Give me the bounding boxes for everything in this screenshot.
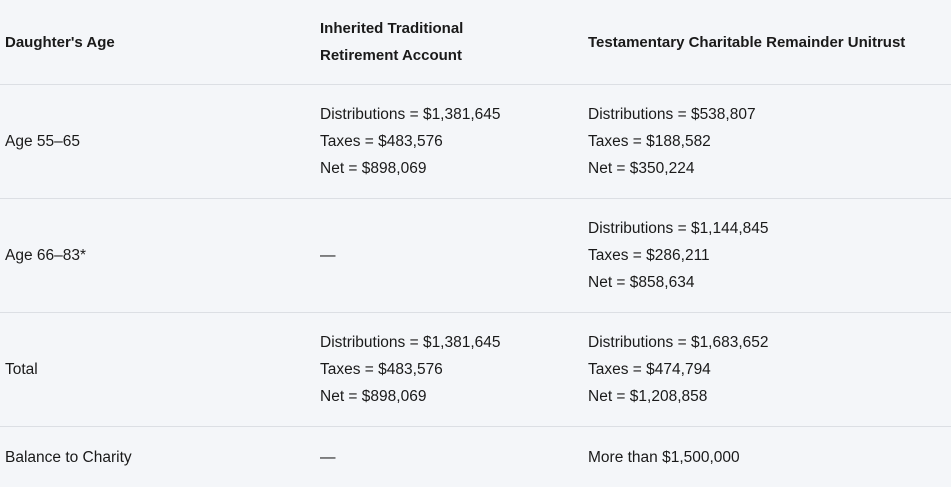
header-inherited-ira-line1: Inherited Traditional: [320, 20, 464, 37]
crut-taxes: Taxes = $188,582: [588, 133, 711, 150]
ira-dash: —: [320, 247, 336, 264]
ira-distributions: Distributions = $1,381,645: [320, 334, 501, 351]
table-header-row: Daughter's Age Inherited Traditional Ret…: [0, 0, 951, 85]
ira-dash: —: [320, 448, 336, 466]
age-cell: Total: [5, 361, 38, 378]
crut-taxes: Taxes = $474,794: [588, 361, 711, 378]
crut-taxes: Taxes = $286,211: [588, 247, 710, 264]
crut-distributions: Distributions = $538,807: [588, 106, 756, 123]
table-row: Balance to Charity — More than $1,500,00…: [0, 427, 951, 487]
crut-distributions: Distributions = $1,144,845: [588, 220, 769, 237]
ira-net: Net = $898,069: [320, 160, 427, 177]
crut-net: Net = $858,634: [588, 274, 695, 291]
crut-cell: Distributions = $1,144,845 Taxes = $286,…: [588, 215, 951, 296]
ira-taxes: Taxes = $483,576: [320, 133, 443, 150]
age-cell: Age 66–83*: [5, 247, 87, 264]
crut-net: Net = $1,208,858: [588, 388, 708, 405]
ira-net: Net = $898,069: [320, 388, 427, 405]
ira-cell: Distributions = $1,381,645 Taxes = $483,…: [320, 329, 588, 410]
crut-net: Net = $350,224: [588, 160, 695, 177]
crut-cell: More than $1,500,000: [588, 448, 740, 466]
crut-distributions: Distributions = $1,683,652: [588, 334, 769, 351]
crut-cell: Distributions = $538,807 Taxes = $188,58…: [588, 101, 951, 182]
ira-cell: Distributions = $1,381,645 Taxes = $483,…: [320, 101, 588, 182]
header-inherited-ira-line2: Retirement Account: [320, 47, 462, 64]
age-cell: Age 55–65: [5, 133, 80, 150]
header-daughters-age: Daughter's Age: [5, 33, 115, 51]
table-row: Age 66–83* — Distributions = $1,144,845 …: [0, 199, 951, 313]
header-crut: Testamentary Charitable Remainder Unitru…: [588, 33, 906, 51]
ira-taxes: Taxes = $483,576: [320, 361, 443, 378]
crut-cell: Distributions = $1,683,652 Taxes = $474,…: [588, 329, 951, 410]
table-row: Total Distributions = $1,381,645 Taxes =…: [0, 313, 951, 427]
ira-cell: —: [320, 444, 588, 471]
table-row: Age 55–65 Distributions = $1,381,645 Tax…: [0, 85, 951, 199]
ira-distributions: Distributions = $1,381,645: [320, 106, 501, 123]
header-inherited-ira: Inherited Traditional Retirement Account: [320, 15, 588, 69]
ira-cell: —: [320, 242, 588, 269]
age-cell: Balance to Charity: [5, 448, 132, 466]
